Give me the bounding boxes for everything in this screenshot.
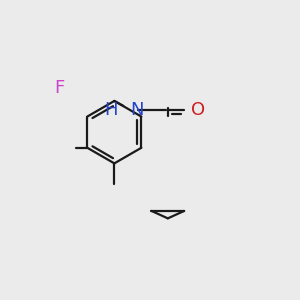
Text: H: H	[104, 101, 117, 119]
Text: O: O	[191, 101, 205, 119]
Text: N: N	[131, 101, 144, 119]
Text: F: F	[54, 79, 64, 97]
